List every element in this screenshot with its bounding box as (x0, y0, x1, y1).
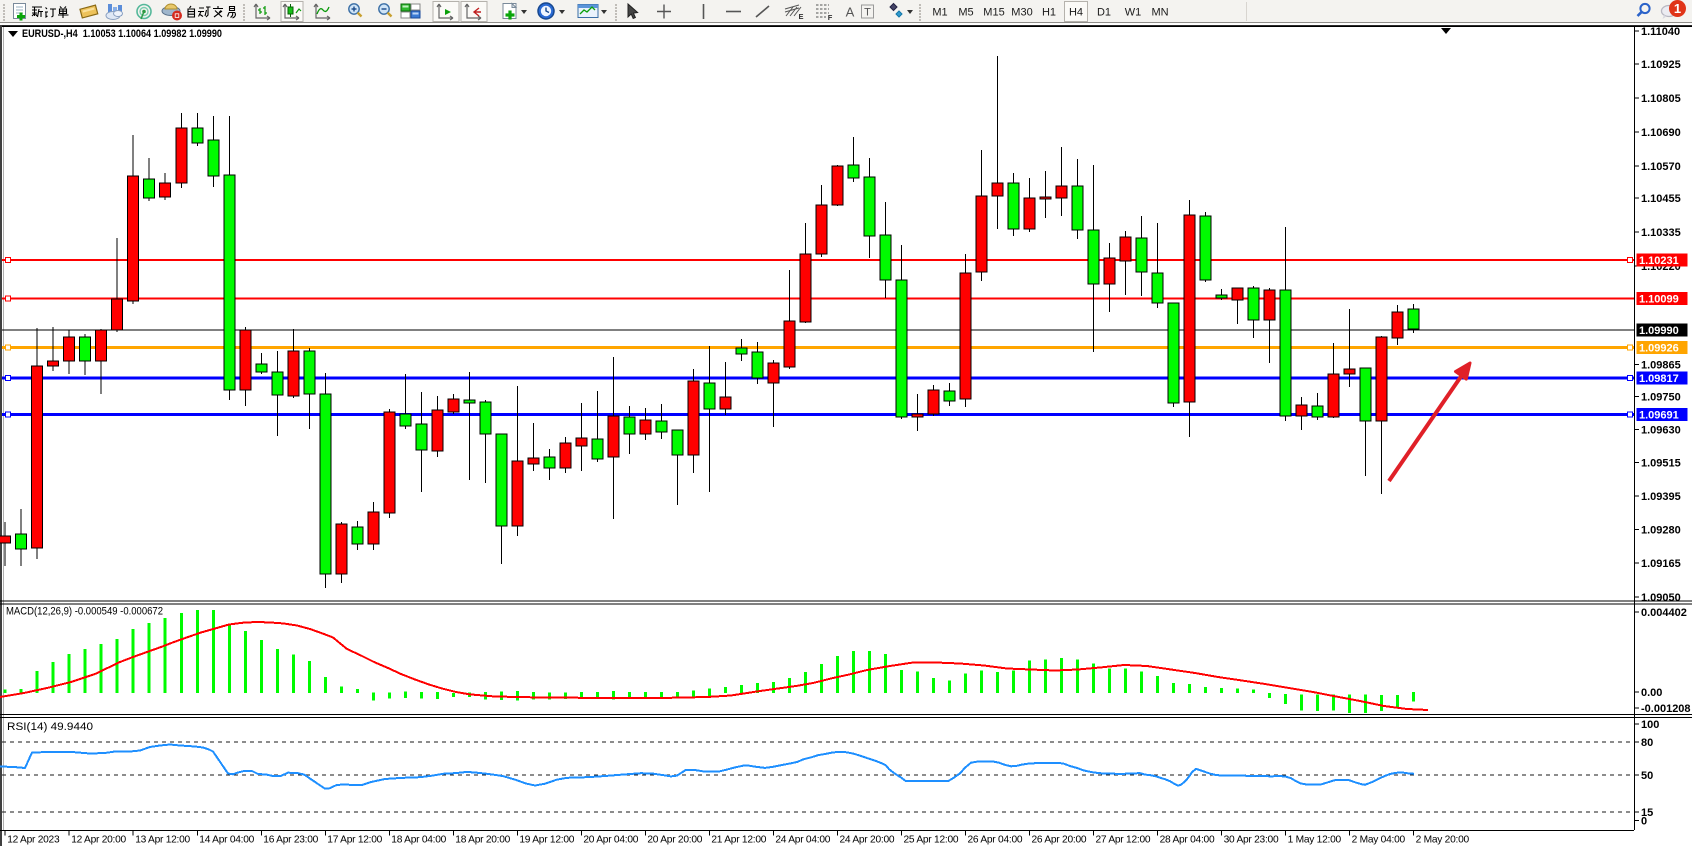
svg-text:0: 0 (1641, 815, 1647, 827)
svg-text:0.00: 0.00 (1641, 687, 1662, 699)
svg-text:M1: M1 (932, 7, 947, 19)
svg-text:1.09395: 1.09395 (1641, 491, 1681, 503)
svg-text:1.09165: 1.09165 (1641, 558, 1681, 570)
svg-text:MN: MN (1151, 7, 1168, 19)
svg-text:MACD(12,26,9) -0.000549 -0.000: MACD(12,26,9) -0.000549 -0.000672 (6, 606, 163, 618)
svg-text:26 Apr 04:00: 26 Apr 04:00 (968, 835, 1023, 846)
svg-text:20 Apr 20:00: 20 Apr 20:00 (647, 835, 702, 846)
svg-text:T: T (864, 7, 871, 19)
svg-text:1: 1 (1674, 1, 1681, 16)
svg-text:50: 50 (1641, 770, 1653, 782)
svg-text:1.10805: 1.10805 (1641, 93, 1681, 105)
svg-text:1.09280: 1.09280 (1641, 524, 1681, 536)
svg-text:1.09817: 1.09817 (1639, 373, 1679, 385)
svg-text:2 May 04:00: 2 May 04:00 (1352, 835, 1406, 846)
svg-text:24 Apr 04:00: 24 Apr 04:00 (775, 835, 830, 846)
svg-text:M5: M5 (958, 7, 973, 19)
svg-text:A: A (846, 5, 855, 20)
svg-text:D1: D1 (1097, 7, 1111, 19)
svg-text:1.10099: 1.10099 (1639, 293, 1679, 305)
svg-text:1.10335: 1.10335 (1641, 227, 1681, 239)
svg-text:1.10690: 1.10690 (1641, 127, 1681, 139)
svg-text:H1: H1 (1042, 7, 1056, 19)
svg-text:30 Apr 23:00: 30 Apr 23:00 (1224, 835, 1279, 846)
svg-text:1.11040: 1.11040 (1641, 26, 1680, 38)
svg-text:W1: W1 (1125, 7, 1142, 19)
svg-text:1.09926: 1.09926 (1639, 342, 1679, 354)
svg-text:0.004402: 0.004402 (1641, 607, 1687, 619)
svg-text:100: 100 (1641, 719, 1659, 731)
svg-text:12 Apr 2023: 12 Apr 2023 (7, 835, 60, 846)
svg-text:16 Apr 23:00: 16 Apr 23:00 (263, 835, 318, 846)
svg-text:F: F (828, 13, 833, 22)
svg-text:17 Apr 12:00: 17 Apr 12:00 (327, 835, 382, 846)
svg-text:1.09050: 1.09050 (1641, 592, 1681, 604)
svg-text:1.10231: 1.10231 (1639, 255, 1679, 267)
svg-text:80: 80 (1641, 737, 1653, 749)
svg-text:25 Apr 12:00: 25 Apr 12:00 (904, 835, 959, 846)
svg-text:27 Apr 12:00: 27 Apr 12:00 (1096, 835, 1151, 846)
svg-text:12 Apr 20:00: 12 Apr 20:00 (71, 835, 126, 846)
svg-text:-0.001208: -0.001208 (1641, 703, 1691, 715)
svg-text:H4: H4 (1069, 7, 1083, 19)
svg-text:13 Apr 12:00: 13 Apr 12:00 (135, 835, 190, 846)
svg-text:M15: M15 (983, 7, 1004, 19)
svg-text:15: 15 (1641, 807, 1653, 819)
svg-text:RSI(14) 49.9440: RSI(14) 49.9440 (7, 721, 93, 733)
svg-text:EURUSD-,H4 1.10053 1.10064 1.: EURUSD-,H4 1.10053 1.10064 1.09982 1.099… (22, 28, 222, 40)
svg-text:1.10455: 1.10455 (1641, 193, 1681, 205)
svg-text:1.10925: 1.10925 (1641, 59, 1681, 71)
svg-text:28 Apr 04:00: 28 Apr 04:00 (1160, 835, 1215, 846)
svg-text:14 Apr 04:00: 14 Apr 04:00 (199, 835, 254, 846)
svg-text:1.10570: 1.10570 (1641, 161, 1681, 173)
svg-text:21 Apr 12:00: 21 Apr 12:00 (711, 835, 766, 846)
svg-text:2 May 20:00: 2 May 20:00 (1416, 835, 1470, 846)
svg-text:1.09990: 1.09990 (1639, 325, 1679, 337)
svg-text:1.09750: 1.09750 (1641, 391, 1681, 403)
svg-text:18 Apr 04:00: 18 Apr 04:00 (391, 835, 446, 846)
svg-text:1.09630: 1.09630 (1641, 424, 1681, 436)
svg-text:1.09691: 1.09691 (1639, 409, 1679, 421)
svg-text:1.09515: 1.09515 (1641, 457, 1681, 469)
svg-text:1 May 12:00: 1 May 12:00 (1288, 835, 1342, 846)
svg-text:1.09865: 1.09865 (1641, 359, 1681, 371)
svg-text:M30: M30 (1011, 7, 1032, 19)
svg-text:26 Apr 20:00: 26 Apr 20:00 (1032, 835, 1087, 846)
svg-text:18 Apr 20:00: 18 Apr 20:00 (455, 835, 510, 846)
svg-text:19 Apr 12:00: 19 Apr 12:00 (519, 835, 574, 846)
svg-text:20 Apr 04:00: 20 Apr 04:00 (583, 835, 638, 846)
svg-text:24 Apr 20:00: 24 Apr 20:00 (840, 835, 895, 846)
svg-text:E: E (798, 12, 803, 21)
